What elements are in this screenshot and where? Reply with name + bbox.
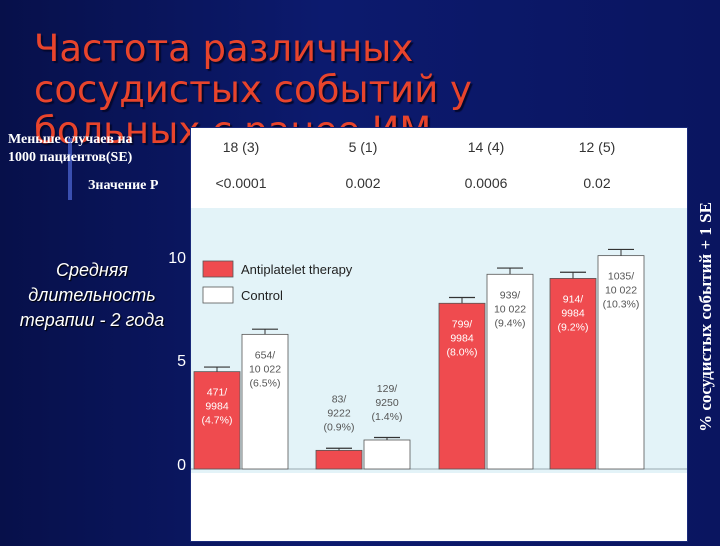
bar-data-label: (6.5%) <box>250 377 281 389</box>
bar-data-label: 914/ <box>563 293 584 305</box>
x-category-line1 <box>324 482 444 504</box>
p-value: 0.02 <box>583 175 610 191</box>
bar-data-label: 9984 <box>561 307 585 319</box>
bar-data-label: (9.2%) <box>558 321 589 333</box>
bar-data-label: (4.7%) <box>202 415 233 427</box>
bar-chart: 18 (3) <0.0001 5 (1) 0.002 14 (4) 0.0006 12 (5… <box>191 128 687 473</box>
bar-data-label: 654/ <box>255 349 276 361</box>
bar <box>486 273 534 470</box>
therapy-duration-note: Средняя длительность терапии - 2 года <box>19 260 165 330</box>
legend-swatch <box>202 260 234 278</box>
x-category-label: Сосудистая смерть <box>430 482 550 526</box>
x-category-line2: реинфаркт <box>265 507 335 522</box>
x-category-line1: Любая <box>594 485 638 500</box>
p-value: 0.002 <box>345 175 380 191</box>
bar-data-label: 9984 <box>205 401 229 413</box>
x-category-label: Нефатальный реинфаркт <box>240 482 360 526</box>
fewer-events-value: 18 (3) <box>223 139 260 155</box>
p-value: 0.0006 <box>465 175 508 191</box>
bar-data-label: (1.4%) <box>372 411 403 423</box>
y-tick-label: 10 <box>168 249 186 267</box>
bar <box>241 333 289 470</box>
legend-swatch <box>202 286 234 304</box>
x-category-line1: Нефатальный <box>254 485 346 500</box>
x-category-line2: реинсульт <box>351 507 417 522</box>
x-category-label: Любая смерть <box>556 482 676 526</box>
fewer-events-label: Меньше случаев на 1000 пациентов(SE) <box>8 131 133 167</box>
bar-data-label: 9222 <box>327 407 351 419</box>
bar-data-label: 10 022 <box>605 285 637 297</box>
y-axis-label-text: % сосудистых событий + 1 SE <box>696 202 715 432</box>
bar-data-label: (0.9%) <box>324 421 355 433</box>
bar-data-label: 129/ <box>377 383 398 395</box>
fewer-events-value: 5 (1) <box>349 139 378 155</box>
x-category-line2: смерть <box>594 507 638 522</box>
p-value-label: Значение P <box>88 178 159 193</box>
y-axis-label: % сосудистых событий + 1 SE <box>692 143 720 491</box>
bar-data-label: 471/ <box>207 387 228 399</box>
fewer-events-value: 12 (5) <box>579 139 616 155</box>
x-category-line1: Сосудистая <box>453 485 527 500</box>
y-tick-label: 5 <box>177 353 186 371</box>
bar-data-label: (10.3%) <box>603 299 640 311</box>
fewer-events-label-line2: 1000 пациентов(SE) <box>8 150 133 165</box>
bar-data-label: 799/ <box>452 318 473 330</box>
title-divider <box>68 138 72 200</box>
fewer-events-label-line1: Меньше случаев на <box>8 132 133 147</box>
bar-data-label: 83/ <box>332 393 347 405</box>
bar-data-label: 1035/ <box>608 271 634 283</box>
bar-data-label: (9.4%) <box>495 317 526 329</box>
bar-data-label: 10 022 <box>494 303 526 315</box>
bar <box>363 439 411 470</box>
y-tick-label: 0 <box>177 457 186 474</box>
bar <box>315 449 363 470</box>
bar-data-label: (8.0%) <box>447 346 478 358</box>
chart-header-band <box>191 128 687 208</box>
chart-panel: 18 (3) <0.0001 5 (1) 0.002 14 (4) 0.0006 12 (5… <box>190 127 688 542</box>
legend-label: Antiplatelet therapy <box>241 262 353 277</box>
bar-data-label: 9250 <box>375 397 399 409</box>
fewer-events-value: 14 (4) <box>468 139 505 155</box>
bar-data-label: 10 022 <box>249 363 281 375</box>
x-category-label: реинсульт <box>324 482 444 526</box>
bar <box>597 255 645 470</box>
legend-label: Control <box>241 288 283 303</box>
x-category-line2: смерть <box>468 507 512 522</box>
p-value: <0.0001 <box>216 175 267 191</box>
bar-data-label: 939/ <box>500 289 521 301</box>
bar <box>549 278 597 470</box>
bar <box>438 302 486 470</box>
bar-data-label: 9984 <box>450 332 474 344</box>
